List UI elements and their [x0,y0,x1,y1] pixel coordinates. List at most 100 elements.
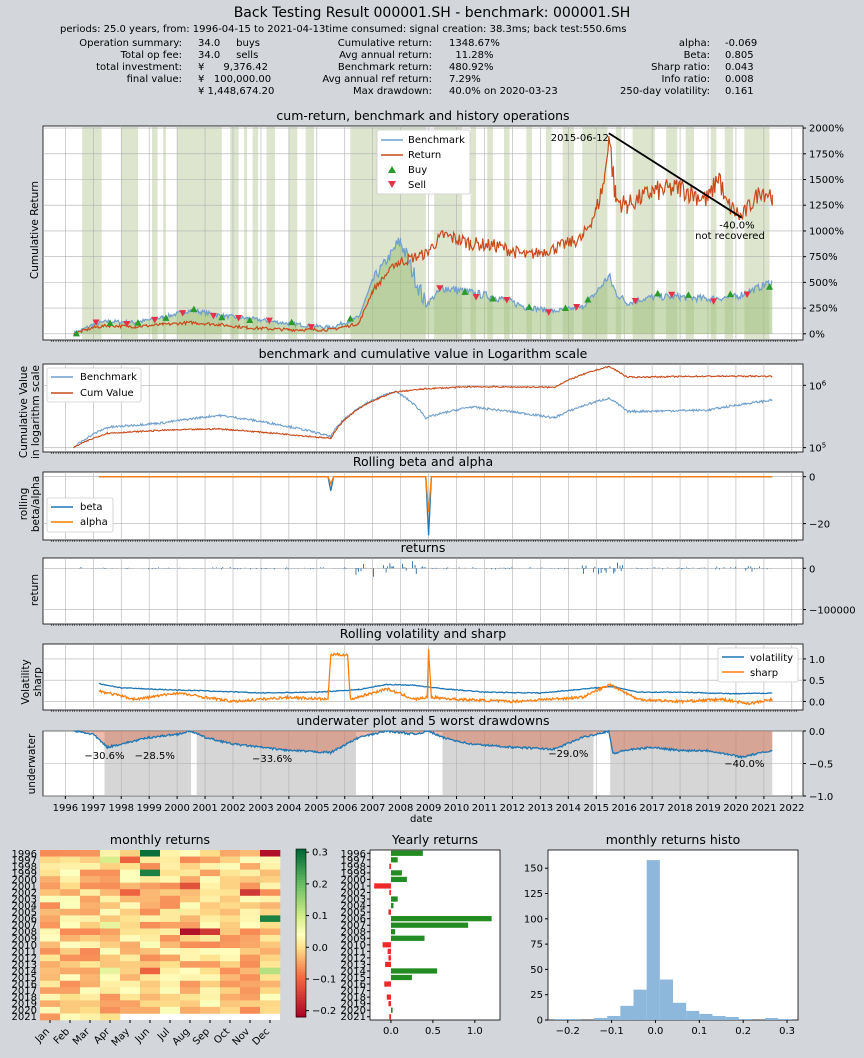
heatmap-cell [220,889,241,897]
colorbar-segment [296,1000,306,1004]
report-title: Back Testing Result 000001.SH - benchmar… [233,5,631,21]
log-benchmark-line [73,390,773,449]
colorbar-tick-label: 0.0 [312,943,328,954]
date-tick-label: 2008 [388,803,413,814]
heatmap-cell [100,974,121,982]
heatmap-row-label: 2015 [12,973,37,984]
heatmap-cell [220,895,241,903]
colorbar-segment [296,969,306,973]
legend-label-sharp: sharp [750,668,778,679]
summary-label: final value: [126,74,182,85]
colorbar-segment [296,905,306,909]
vol-plot-area [42,643,804,711]
histo-bar [554,1018,568,1020]
heatmap-cell [220,921,241,929]
heatmap-cell [60,941,81,949]
buy-marker [218,313,226,321]
heatmap-cell [40,856,61,864]
summary-value: 0.043 [725,62,754,73]
heatmap-cell [140,974,161,982]
heatmap-cell [120,882,141,890]
buy-marker [190,305,198,312]
heatmap-cell [60,869,81,877]
summary-label: Total op fee: [120,50,182,61]
heatmap-cell [60,980,81,988]
heatmap-cell [80,1000,101,1008]
colorbar-segment [296,991,306,996]
heatmap-cell [220,876,241,883]
heatmap-col-label: Sep [191,1026,212,1047]
colorbar-segment [296,913,306,917]
heatmap-cell [120,967,141,975]
heatmap-cell [40,987,61,995]
cum-ytick-label: 250% [809,304,838,315]
heatmap-row-label: 2017 [12,986,37,997]
heatmap-cell [80,895,101,903]
summary-col1-values: 34.0 buys 34.0 sells ¥ 9,376.42 ¥ 100,00… [198,38,318,98]
holding-span [666,127,678,339]
histo-ytick-label: 0 [537,1016,543,1027]
histo-ytick-label: 125 [524,889,543,900]
heatmap-cell [40,908,61,916]
heatmap-cell [240,967,261,975]
heatmap-cell [40,1000,61,1008]
report-subtitle: periods: 25.0 years, from: 1996-04-15 to… [60,24,627,35]
histo-xtick-label: −0.1 [599,1026,623,1037]
colorbar-segment [296,910,306,914]
heatmap-cell [260,850,281,857]
holding-span [266,127,275,339]
buy-marker [584,295,592,303]
summary-col3-labels: alpha: Beta: Sharp ratio: Info ratio: 25… [580,38,710,98]
holding-span [305,127,315,339]
summary-value: 0.161 [725,86,754,97]
heatmap-cell [40,876,61,883]
yearly-bar [390,876,407,883]
heatmap-cell [80,980,101,988]
sell-marker [472,293,480,301]
heatmap-row-label: 1997 [12,855,37,866]
yearly-bar [390,896,398,902]
colorbar-tick-label: −0.1 [312,974,336,985]
cum-ytick-label: 0% [809,329,825,340]
colorbar-segment [296,958,306,962]
drawdown-label: −30.6% [84,751,124,762]
return-line [73,136,773,336]
heatmap-cell [80,935,101,942]
heatmap-cell [100,954,121,962]
holding-span [230,127,239,339]
histo-xtick-label: 0.2 [735,1026,751,1037]
heatmap-cell [260,974,281,982]
colorbar-segment [296,938,306,942]
yearly-bar [390,974,412,981]
heatmap-cell [100,948,121,955]
heatmap-cell [240,974,261,982]
heatmap-cell [240,876,261,883]
heatmap-cell [160,987,181,995]
heatmap-cell [180,889,201,897]
heatmap-cell [200,1000,221,1008]
summary-label: Info ratio: [661,74,710,85]
heatmap-cell [120,908,141,916]
heatmap-cell [140,928,161,936]
heatmap-col-label: Feb [52,1026,72,1046]
cum-ytick-label: 750% [809,252,838,263]
heatmap-row-label: 2016 [12,980,37,991]
yearly-bar [384,981,391,987]
returns-ytick-label: 0 [809,564,815,575]
heatmap-cell [100,915,121,923]
annotation-peak: 2015-06-12 [551,133,609,144]
colorbar-segment [296,972,306,976]
legend-label-sell: Sell [408,180,426,191]
yearly-row-label: 2001 [341,881,366,892]
colorbar-segment [296,863,306,867]
colorbar-segment [296,944,306,948]
heatmap-cell [60,902,81,910]
heatmap-cell [260,882,281,890]
buy-marker [73,329,81,337]
heatmap-cell [80,856,101,864]
heatmap-row-label: 2002 [12,888,37,899]
histo-ytick-label: 150 [524,864,543,875]
heatmap-row-label: 2012 [12,953,37,964]
yearly-row-label: 2007 [341,921,366,932]
holding-span [244,127,247,339]
